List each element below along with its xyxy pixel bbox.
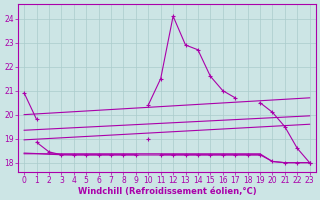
X-axis label: Windchill (Refroidissement éolien,°C): Windchill (Refroidissement éolien,°C) [77, 187, 256, 196]
